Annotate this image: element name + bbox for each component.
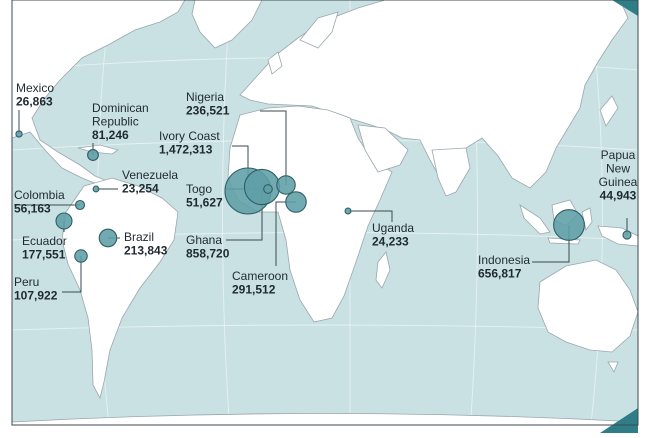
colombia-name: Colombia bbox=[14, 188, 65, 202]
uganda-value: 24,233 bbox=[372, 235, 409, 249]
tasmania bbox=[607, 361, 619, 373]
peru-name: Peru bbox=[14, 275, 39, 289]
dominican-republic-name: Republic bbox=[92, 115, 139, 129]
australia bbox=[537, 259, 638, 353]
corner-accent-bottom bbox=[600, 408, 638, 433]
colombia-bubble[interactable] bbox=[74, 199, 86, 211]
peru-value: 107,922 bbox=[14, 289, 58, 303]
dominican-republic-name: Dominican bbox=[92, 101, 149, 115]
papua-new-guinea-value: 44,943 bbox=[600, 189, 637, 203]
nigeria-bubble[interactable] bbox=[276, 175, 296, 195]
ecuador-name: Ecuador bbox=[22, 234, 67, 248]
papua-new-guinea-name: Papua bbox=[601, 148, 636, 162]
venezuela-value: 23,254 bbox=[122, 182, 159, 196]
ivory-coast-value: 1,472,313 bbox=[159, 143, 213, 157]
ecuador-value: 177,551 bbox=[22, 248, 66, 262]
greenland bbox=[191, 0, 263, 49]
peru-leader-line bbox=[62, 256, 82, 293]
papua-new-guinea-name: Guinea bbox=[599, 175, 638, 189]
venezuela-name: Venezuela bbox=[122, 168, 178, 182]
ghana-value: 858,720 bbox=[186, 247, 230, 261]
papua-new-guinea-bubble[interactable] bbox=[622, 230, 632, 240]
togo-bubble[interactable] bbox=[263, 184, 273, 194]
togo-name: Togo bbox=[186, 182, 212, 196]
indonesia-value: 656,817 bbox=[478, 267, 522, 281]
cameroon-name: Cameroon bbox=[232, 269, 288, 283]
nigeria-leader-line bbox=[260, 110, 287, 185]
indonesia-name: Indonesia bbox=[478, 253, 530, 267]
nigeria-value: 236,521 bbox=[186, 104, 230, 118]
uk bbox=[267, 51, 283, 75]
arabia bbox=[357, 124, 409, 173]
scandinavia bbox=[299, 11, 339, 49]
uganda-name: Uganda bbox=[372, 221, 414, 235]
uganda-leader-line bbox=[348, 210, 393, 222]
venezuela-bubble[interactable] bbox=[92, 185, 100, 193]
mexico-value: 26,863 bbox=[16, 95, 53, 109]
indonesia-bubble[interactable] bbox=[553, 209, 585, 241]
mexico-name: Mexico bbox=[16, 81, 54, 95]
sumatra bbox=[519, 204, 551, 235]
dominican-republic-bubble[interactable] bbox=[87, 149, 99, 161]
map-border bbox=[11, 0, 639, 426]
brazil-value: 213,843 bbox=[124, 244, 168, 258]
colombia-value: 56,163 bbox=[14, 202, 51, 216]
papua-new-guinea-name: New bbox=[606, 162, 630, 176]
south-america bbox=[61, 177, 179, 400]
dominican-republic-value: 81,246 bbox=[92, 128, 129, 142]
antarctica bbox=[12, 413, 638, 425]
japan bbox=[599, 95, 619, 127]
peru-bubble[interactable] bbox=[74, 249, 88, 263]
ghana-name: Ghana bbox=[186, 233, 222, 247]
land-layer bbox=[12, 0, 638, 425]
brazil-bubble[interactable] bbox=[98, 228, 118, 248]
mexico-bubble[interactable] bbox=[15, 130, 23, 138]
togo-value: 51,627 bbox=[186, 196, 223, 210]
madagascar bbox=[375, 251, 391, 289]
ivory-coast-name: Ivory Coast bbox=[159, 129, 220, 143]
brazil-name: Brazil bbox=[124, 230, 154, 244]
north-america bbox=[12, 0, 186, 187]
uganda-bubble[interactable] bbox=[344, 207, 352, 215]
india bbox=[431, 147, 471, 197]
ecuador-bubble[interactable] bbox=[55, 212, 73, 230]
nigeria-name: Nigeria bbox=[186, 90, 224, 104]
corner-accent-top bbox=[612, 0, 638, 16]
cameroon-bubble[interactable] bbox=[285, 191, 307, 213]
cameroon-value: 291,512 bbox=[232, 283, 276, 297]
ghana-bubble[interactable] bbox=[243, 168, 281, 206]
